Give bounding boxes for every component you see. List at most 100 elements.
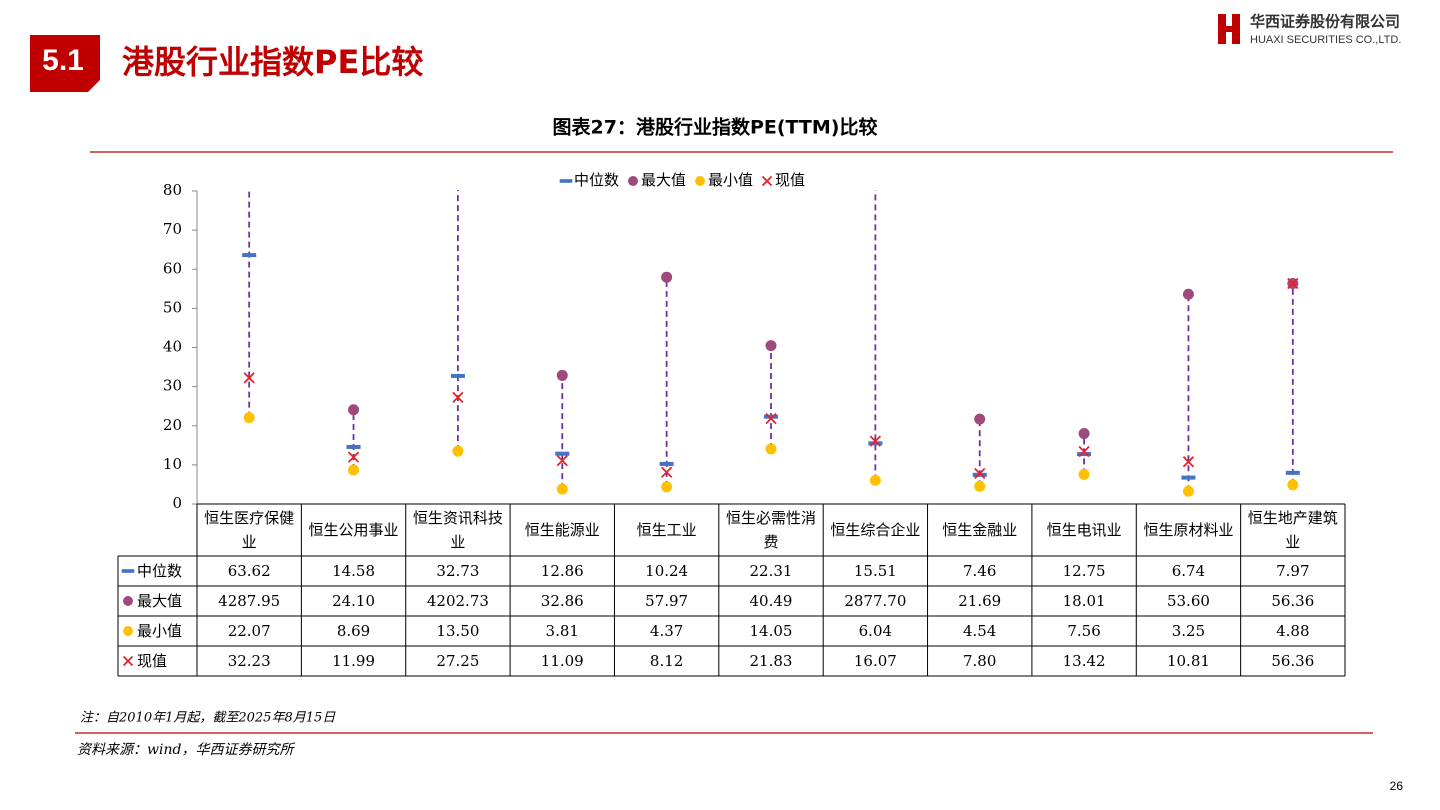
dot-mark [123, 626, 133, 636]
chart-title: 图表27：港股行业指数PE(TTM)比较 [553, 116, 878, 139]
table-value: 11.99 [332, 652, 376, 670]
y-tick-label: 10 [163, 455, 182, 473]
y-tick-label: 70 [163, 220, 182, 238]
dot-mark [661, 481, 673, 493]
legend-label: 现值 [775, 171, 805, 189]
table-value: 6.04 [858, 622, 893, 640]
median-mark [121, 569, 135, 573]
table-value: 4.37 [649, 622, 684, 640]
table-value: 32.23 [227, 652, 271, 670]
table-value: 12.75 [1062, 562, 1106, 580]
table-value: 4202.73 [426, 592, 489, 610]
dot-mark [556, 369, 568, 381]
y-tick-label: 60 [163, 259, 182, 277]
logo-mark [1224, 26, 1234, 32]
table-value: 56.36 [1271, 592, 1315, 610]
table-value: 11.09 [540, 652, 584, 670]
note: 注：自2010年1月起，截至2025年8月15日 [80, 711, 336, 726]
table-value: 21.83 [749, 652, 793, 670]
median-mark [659, 461, 674, 466]
median-mark [346, 444, 361, 449]
cross-mark [1078, 445, 1090, 458]
table-value: 8.69 [336, 622, 371, 640]
cross-mark [765, 412, 777, 425]
category-label: 恒生必需性消费 [725, 509, 816, 551]
category-label: 恒生工业 [636, 521, 697, 539]
cross-mark [869, 435, 882, 447]
row-label: 现值 [137, 652, 168, 670]
table-value: 3.25 [1171, 622, 1206, 640]
table-value: 7.97 [1276, 562, 1310, 580]
table-value: 22.31 [749, 562, 793, 580]
dot-mark [765, 340, 777, 352]
median-mark [1285, 470, 1300, 475]
table-value: 22.07 [227, 622, 271, 640]
category-label: 恒生金融业 [942, 521, 1018, 539]
median-mark [868, 441, 883, 446]
table-value: 27.25 [436, 652, 480, 670]
page-number: 26 [1390, 779, 1404, 793]
table-value: 53.60 [1166, 592, 1210, 610]
row-label: 最小值 [137, 622, 183, 640]
logo-mark [1232, 14, 1240, 44]
table-value: 14.58 [332, 562, 376, 580]
median-mark [972, 472, 987, 477]
cross-mark [1287, 277, 1299, 290]
dot-mark [348, 464, 360, 476]
category-label: 恒生地产建筑业 [1247, 509, 1338, 551]
table-value: 7.46 [963, 562, 997, 580]
category-label: 恒生资讯科技业 [412, 509, 503, 551]
dot-mark [628, 176, 638, 186]
table-value: 7.56 [1067, 622, 1101, 640]
table-value: 32.73 [436, 562, 480, 580]
cross-mark [761, 175, 773, 187]
row-label: 中位数 [137, 562, 183, 580]
dot-mark [556, 483, 568, 495]
dot-mark [1182, 288, 1194, 300]
table-value: 40.49 [749, 592, 793, 610]
table-value: 56.36 [1271, 652, 1315, 670]
y-tick-label: 40 [163, 338, 182, 356]
dot-mark [348, 404, 360, 416]
table-value: 4287.95 [218, 592, 281, 610]
cross-mark [452, 391, 464, 404]
cross-mark [660, 466, 673, 478]
cross-mark [1182, 456, 1195, 468]
median-mark [450, 373, 465, 378]
category-label: 恒生电讯业 [1046, 521, 1122, 539]
table-value: 13.50 [436, 622, 480, 640]
table-value: 3.81 [545, 622, 579, 640]
dot-mark [695, 176, 705, 186]
dot-mark [661, 271, 673, 283]
category-label: 恒生能源业 [524, 521, 600, 539]
legend-label: 最小值 [708, 171, 753, 189]
y-tick-label: 80 [163, 181, 182, 199]
dot-mark [1287, 479, 1299, 491]
y-tick-label: 30 [163, 377, 182, 395]
median-mark [242, 253, 257, 258]
table-value: 24.10 [332, 592, 376, 610]
category-label: 恒生综合企业 [830, 521, 921, 539]
category-label: 恒生医疗保健业 [204, 509, 295, 551]
dot-mark [1078, 428, 1090, 440]
dot-mark [1182, 485, 1194, 497]
y-tick-label: 0 [172, 494, 182, 512]
source: 资料来源：wind，华西证券研究所 [77, 742, 295, 758]
median-mark [1181, 475, 1196, 480]
y-tick-label: 50 [163, 298, 182, 316]
category-label: 恒生公用事业 [308, 521, 399, 539]
table-value: 14.05 [749, 622, 793, 640]
dot-mark [974, 413, 986, 425]
table-value: 13.42 [1062, 652, 1106, 670]
table-value: 8.12 [649, 652, 684, 670]
company-en: HUAXI SECURITIES CO.,LTD. [1250, 34, 1401, 46]
company-cn: 华西证券股份有限公司 [1250, 13, 1400, 31]
dot-mark [974, 480, 986, 492]
slide-title: 港股行业指数PE比较 [122, 43, 423, 81]
dot-mark [123, 596, 133, 606]
dot-mark [243, 412, 255, 424]
table-value: 10.81 [1166, 652, 1210, 670]
median-mark [764, 414, 778, 419]
